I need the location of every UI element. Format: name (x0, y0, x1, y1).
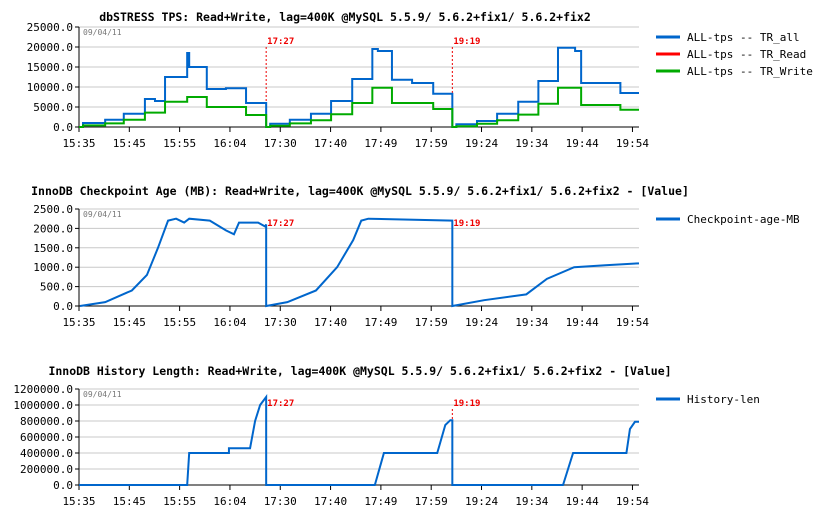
y-tick-label: 1500.0 (33, 242, 73, 255)
legend-label: Checkpoint-age-MB (687, 213, 800, 226)
x-tick-label: 19:24 (465, 495, 498, 508)
x-tick-label: 19:34 (515, 137, 548, 150)
x-tick-label: 19:34 (515, 495, 548, 508)
x-tick-label: 19:34 (515, 316, 548, 329)
x-tick-label: 17:30 (264, 137, 297, 150)
x-tick-label: 19:24 (465, 137, 498, 150)
y-tick-label: 600000.0 (20, 431, 73, 444)
run-marker-label: 17:27 (267, 37, 294, 47)
run-marker-label: 17:27 (267, 399, 294, 409)
legend-label: ALL-tps -- TR_all (687, 31, 800, 44)
x-tick-label: 17:59 (415, 495, 448, 508)
series-line (79, 394, 639, 486)
x-tick-label: 19:24 (465, 316, 498, 329)
y-tick-label: 5000.0 (33, 101, 73, 114)
chart-2: InnoDB Checkpoint Age (MB): Read+Write, … (31, 184, 800, 329)
y-tick-label: 2500.0 (33, 203, 73, 216)
x-tick-label: 15:35 (62, 316, 95, 329)
date-label: 09/04/11 (83, 390, 122, 399)
y-tick-label: 1000.0 (33, 261, 73, 274)
x-tick-label: 17:30 (264, 495, 297, 508)
legend-label: History-len (687, 393, 760, 406)
legend-label: ALL-tps -- TR_Write (687, 65, 813, 78)
y-tick-label: 0.0 (53, 479, 73, 492)
series-line (79, 86, 639, 128)
x-tick-label: 17:30 (264, 316, 297, 329)
y-tick-label: 0.0 (53, 121, 73, 134)
chart-title: InnoDB Checkpoint Age (MB): Read+Write, … (31, 184, 689, 198)
run-marker-label: 17:27 (267, 219, 294, 229)
x-tick-label: 17:40 (314, 137, 347, 150)
x-tick-label: 19:54 (616, 137, 649, 150)
y-tick-label: 2000.0 (33, 222, 73, 235)
y-tick-label: 400000.0 (20, 447, 73, 460)
y-tick-label: 15000.0 (27, 61, 73, 74)
x-tick-label: 19:44 (566, 495, 599, 508)
y-tick-label: 25000.0 (27, 21, 73, 34)
x-tick-label: 17:40 (314, 316, 347, 329)
date-label: 09/04/11 (83, 28, 122, 37)
y-tick-label: 0.0 (53, 300, 73, 313)
run-marker-label: 19:19 (453, 219, 480, 229)
x-tick-label: 19:54 (616, 495, 649, 508)
chart-title: InnoDB History Length: Read+Write, lag=4… (48, 364, 671, 378)
y-tick-label: 20000.0 (27, 41, 73, 54)
x-tick-label: 16:04 (213, 495, 246, 508)
legend-label: ALL-tps -- TR_Read (687, 48, 806, 61)
x-tick-label: 17:59 (415, 137, 448, 150)
y-tick-label: 200000.0 (20, 463, 73, 476)
x-tick-label: 17:59 (415, 316, 448, 329)
date-label: 09/04/11 (83, 210, 122, 219)
x-tick-label: 17:49 (364, 137, 397, 150)
y-tick-label: 500.0 (40, 281, 73, 294)
chart-3: InnoDB History Length: Read+Write, lag=4… (13, 364, 759, 508)
run-marker-label: 19:19 (453, 399, 480, 409)
x-tick-label: 15:45 (113, 316, 146, 329)
y-tick-label: 10000.0 (27, 81, 73, 94)
x-tick-label: 17:40 (314, 495, 347, 508)
x-tick-label: 19:44 (566, 137, 599, 150)
x-tick-label: 15:45 (113, 137, 146, 150)
x-tick-label: 19:44 (566, 316, 599, 329)
x-tick-label: 16:04 (213, 316, 246, 329)
run-marker-label: 19:19 (453, 37, 480, 47)
x-tick-label: 15:55 (163, 495, 196, 508)
x-tick-label: 17:49 (364, 495, 397, 508)
x-tick-label: 17:49 (364, 316, 397, 329)
x-tick-label: 15:45 (113, 495, 146, 508)
y-tick-label: 1200000.0 (13, 383, 73, 396)
y-tick-label: 800000.0 (20, 415, 73, 428)
y-tick-label: 1000000.0 (13, 399, 73, 412)
series-line (79, 217, 640, 308)
x-tick-label: 15:55 (163, 137, 196, 150)
x-tick-label: 16:04 (213, 137, 246, 150)
chart-title: dbSTRESS TPS: Read+Write, lag=400K @MySQ… (99, 10, 591, 24)
x-tick-label: 19:54 (616, 316, 649, 329)
x-tick-label: 15:55 (163, 316, 196, 329)
chart-1: dbSTRESS TPS: Read+Write, lag=400K @MySQ… (27, 10, 813, 150)
x-tick-label: 15:35 (62, 495, 95, 508)
x-tick-label: 15:35 (62, 137, 95, 150)
